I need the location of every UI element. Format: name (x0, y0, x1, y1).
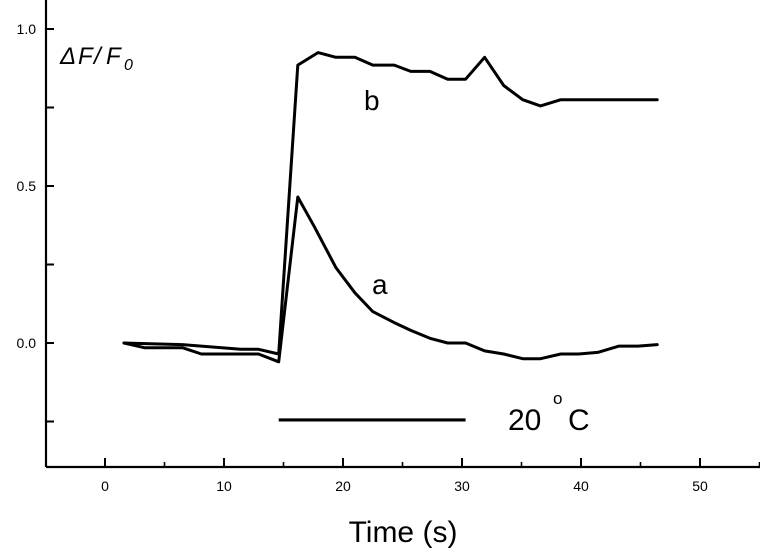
x-tick-label: 50 (692, 478, 708, 494)
x-tick-label: 20 (335, 478, 351, 494)
stimulus-temp-unit: C (568, 404, 590, 437)
x-axis-title: Time (s) (349, 516, 458, 549)
x-tick-label: 40 (573, 478, 589, 494)
series-a-label: a (372, 269, 388, 300)
ylabel-f0: F (106, 43, 122, 70)
ylabel-delta: Δ (59, 43, 76, 70)
series-a-line (122, 195, 659, 364)
axes (44, 0, 760, 469)
x-tick-label: 30 (454, 478, 470, 494)
x-tick-label: 0 (101, 478, 109, 494)
x-ticks: 0 10 20 30 40 50 (101, 458, 760, 494)
y-tick-label: 0.0 (17, 335, 37, 351)
y-tick-label: 1.0 (17, 21, 37, 37)
ylabel-slash: / (92, 43, 103, 70)
ylabel-subscript: 0 (124, 57, 133, 74)
stimulus-degree-mark: o (553, 389, 562, 408)
ylabel-f: F (78, 43, 94, 70)
y-tick-label: 0.5 (17, 178, 37, 194)
series-b-label: b (364, 85, 380, 116)
series-b-line (122, 51, 659, 356)
x-tick-label: 10 (216, 478, 232, 494)
y-ticks: 0.0 0.5 1.0 (17, 21, 54, 423)
series-layer (122, 51, 659, 364)
stimulus-temp-number: 20 (508, 404, 541, 437)
